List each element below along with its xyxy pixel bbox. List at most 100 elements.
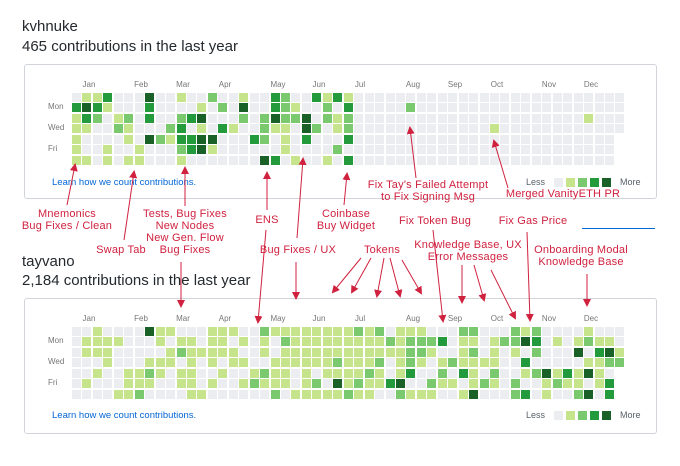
contribution-day[interactable] (312, 145, 322, 155)
contribution-day[interactable] (281, 358, 290, 368)
contribution-day[interactable] (312, 379, 322, 389)
contribution-day[interactable] (155, 389, 165, 399)
contribution-day[interactable] (82, 327, 92, 336)
contribution-day[interactable] (395, 379, 405, 389)
contribution-day[interactable] (364, 389, 374, 399)
contribution-day[interactable] (166, 347, 176, 357)
contribution-day[interactable] (584, 93, 594, 102)
contribution-day[interactable] (343, 358, 353, 368)
contribution-day[interactable] (343, 145, 353, 155)
contribution-day[interactable] (166, 113, 176, 123)
contribution-day[interactable] (155, 134, 165, 144)
contribution-day[interactable] (510, 358, 520, 368)
contribution-day[interactable] (82, 389, 92, 399)
contribution-day[interactable] (448, 379, 458, 389)
contribution-day[interactable] (333, 347, 343, 357)
contribution-day[interactable] (82, 103, 92, 113)
contribution-day[interactable] (604, 155, 614, 165)
contribution-day[interactable] (155, 113, 165, 123)
contribution-day[interactable] (375, 93, 385, 102)
contribution-day[interactable] (448, 145, 458, 155)
contribution-day[interactable] (364, 379, 374, 389)
contribution-day[interactable] (584, 379, 594, 389)
contribution-day[interactable] (228, 93, 238, 102)
contribution-day[interactable] (354, 155, 364, 165)
contribution-day[interactable] (531, 124, 541, 134)
contribution-day[interactable] (510, 145, 520, 155)
contribution-day[interactable] (228, 103, 238, 113)
contribution-day[interactable] (437, 155, 447, 165)
contribution-day[interactable] (437, 103, 447, 113)
contribution-day[interactable] (437, 368, 447, 378)
contribution-day[interactable] (521, 358, 531, 368)
contribution-day[interactable] (301, 368, 311, 378)
contribution-day[interactable] (166, 358, 176, 368)
contribution-day[interactable] (615, 124, 625, 134)
contribution-day[interactable] (406, 113, 416, 123)
contribution-day[interactable] (145, 389, 155, 399)
contribution-day[interactable] (385, 379, 395, 389)
contribution-day[interactable] (333, 327, 343, 336)
contribution-day[interactable] (448, 113, 458, 123)
contribution-day[interactable] (301, 103, 311, 113)
contribution-day[interactable] (427, 389, 437, 399)
contribution-day[interactable] (531, 93, 541, 102)
contribution-day[interactable] (103, 389, 113, 399)
contribution-day[interactable] (427, 327, 437, 336)
contribution-day[interactable] (375, 134, 385, 144)
contribution-day[interactable] (458, 93, 468, 102)
contribution-day[interactable] (343, 368, 353, 378)
contribution-day[interactable] (552, 134, 562, 144)
contribution-day[interactable] (291, 93, 301, 102)
contribution-day[interactable] (584, 337, 594, 347)
contribution-day[interactable] (207, 389, 217, 399)
contribution-day[interactable] (239, 337, 249, 347)
contribution-day[interactable] (542, 389, 552, 399)
contribution-day[interactable] (427, 103, 437, 113)
contribution-day[interactable] (427, 145, 437, 155)
contribution-day[interactable] (124, 124, 134, 134)
contribution-day[interactable] (260, 358, 270, 368)
contribution-day[interactable] (113, 347, 123, 357)
contribution-day[interactable] (416, 124, 426, 134)
learn-contributions-link[interactable]: Learn how we count contributions. (52, 177, 197, 188)
contribution-day[interactable] (145, 358, 155, 368)
contribution-day[interactable] (354, 337, 364, 347)
contribution-day[interactable] (594, 347, 604, 357)
contribution-day[interactable] (573, 347, 583, 357)
contribution-day[interactable] (333, 358, 343, 368)
contribution-day[interactable] (92, 145, 102, 155)
contribution-day[interactable] (594, 337, 604, 347)
contribution-day[interactable] (354, 368, 364, 378)
contribution-day[interactable] (333, 337, 343, 347)
contribution-day[interactable] (416, 327, 426, 336)
contribution-day[interactable] (291, 379, 301, 389)
contribution-day[interactable] (354, 145, 364, 155)
contribution-day[interactable] (354, 358, 364, 368)
contribution-day[interactable] (469, 337, 479, 347)
contribution-day[interactable] (72, 368, 81, 378)
contribution-day[interactable] (281, 368, 290, 378)
contribution-day[interactable] (145, 113, 155, 123)
contribution-day[interactable] (385, 145, 395, 155)
contribution-day[interactable] (197, 145, 207, 155)
contribution-day[interactable] (92, 124, 102, 134)
contribution-day[interactable] (176, 145, 186, 155)
contribution-day[interactable] (395, 145, 405, 155)
contribution-day[interactable] (458, 358, 468, 368)
contribution-day[interactable] (510, 379, 520, 389)
contribution-day[interactable] (563, 368, 573, 378)
contribution-day[interactable] (82, 337, 92, 347)
contribution-day[interactable] (406, 347, 416, 357)
contribution-day[interactable] (343, 379, 353, 389)
contribution-day[interactable] (281, 145, 290, 155)
contribution-day[interactable] (113, 145, 123, 155)
contribution-day[interactable] (573, 113, 583, 123)
contribution-day[interactable] (72, 113, 81, 123)
contribution-day[interactable] (228, 337, 238, 347)
contribution-day[interactable] (552, 145, 562, 155)
contribution-day[interactable] (218, 134, 228, 144)
contribution-day[interactable] (375, 337, 385, 347)
contribution-day[interactable] (113, 93, 123, 102)
contribution-day[interactable] (521, 327, 531, 336)
